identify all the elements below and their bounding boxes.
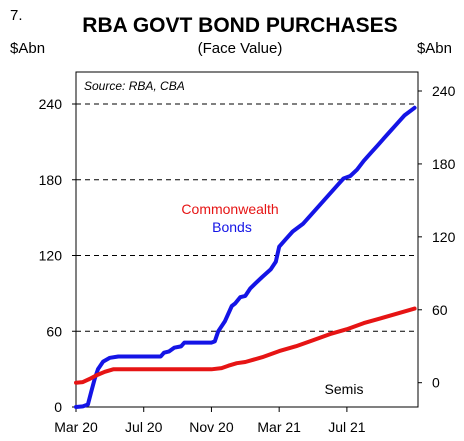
y-tick-label-right: 60: [432, 302, 448, 318]
series-lines: [74, 105, 417, 409]
chart-subtitle: (Face Value): [198, 40, 283, 57]
figure-number: 7.: [10, 7, 23, 24]
plot-frame: [75, 71, 419, 408]
annotation-commonwealth-bonds: Commonwealth Bonds: [181, 201, 282, 235]
y-tick-label-right: 240: [432, 83, 456, 99]
y-axis-label-right: $Abn: [417, 40, 452, 57]
annotation-semis: Semis: [325, 381, 364, 397]
y-axis-left: 0 60 120 180 240: [39, 96, 76, 415]
y-tick-label-left: 60: [46, 323, 62, 339]
y-tick-label-right: 120: [432, 229, 456, 245]
x-tick-label: Mar 21: [257, 419, 301, 435]
series-line-commonwealth-bonds: [74, 105, 417, 409]
x-tick-label: Mar 20: [54, 419, 98, 435]
x-tick-label: Nov 20: [189, 419, 234, 435]
x-tick-label: Jul 20: [125, 419, 163, 435]
x-tick-label: Jul 21: [328, 419, 366, 435]
series-line-semis: [74, 306, 417, 385]
source-note: Source: RBA, CBA: [84, 79, 185, 93]
chart-title: RBA GOVT BOND PURCHASES: [82, 14, 397, 37]
y-tick-label-left: 0: [54, 399, 62, 415]
y-tick-label-left: 120: [39, 248, 63, 264]
y-axis-right: 0 60 120 180 240: [418, 83, 456, 391]
grid-lines: [76, 103, 418, 332]
y-tick-label-left: 240: [39, 96, 63, 112]
x-axis: Mar 20 Jul 20 Nov 20 Mar 21 Jul 21: [54, 407, 366, 435]
y-tick-label-right: 0: [432, 375, 440, 391]
y-axis-label-left: $Abn: [10, 40, 45, 57]
y-tick-label-left: 180: [39, 172, 63, 188]
y-tick-label-right: 180: [432, 156, 456, 172]
annotation-line: Bonds: [212, 219, 252, 235]
annotation-line: Commonwealth: [181, 201, 278, 217]
